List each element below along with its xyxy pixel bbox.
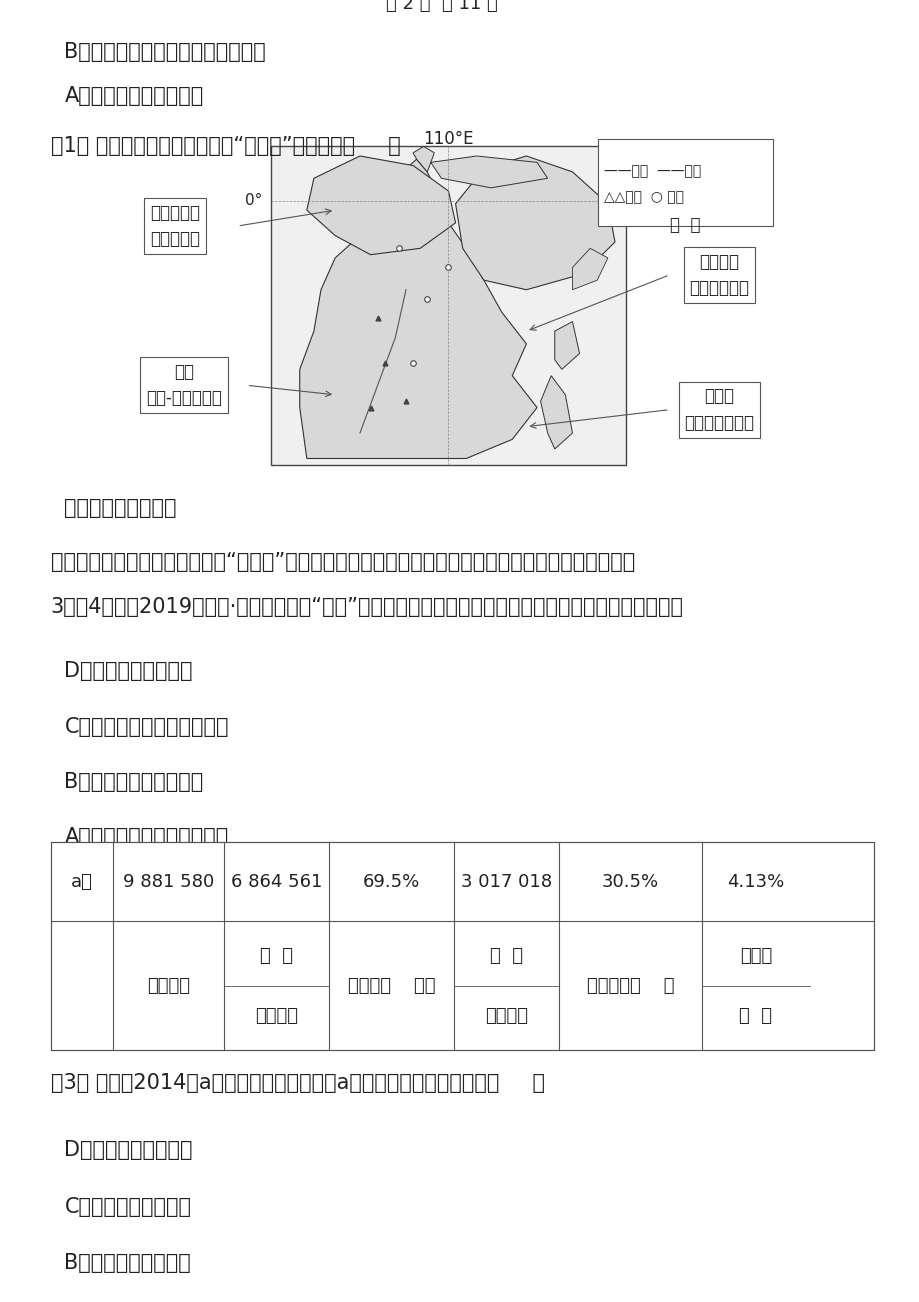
Text: a国: a国 xyxy=(71,872,93,891)
Text: 数  量: 数 量 xyxy=(260,947,292,965)
Text: 人  口: 人 口 xyxy=(739,1006,771,1025)
Text: 6 864 561: 6 864 561 xyxy=(231,872,322,891)
Text: B．增长模式为高高低型: B．增长模式为高高低型 xyxy=(64,772,203,792)
Text: 增长率: 增长率 xyxy=(739,947,771,965)
Polygon shape xyxy=(455,156,614,290)
Text: 业投资东南亚国家，掘起新一轮“下南洋”的热潮。下图为中国企业在东南亚部分国家投资项目的示意图。: 业投资东南亚国家，掘起新一轮“下南洋”的热潮。下图为中国企业在东南亚部分国家投资… xyxy=(51,552,634,572)
Text: △△山脉  ○ 城市: △△山脉 ○ 城市 xyxy=(603,190,683,204)
Text: A．城市密集，经济发达: A．城市密集，经济发达 xyxy=(64,86,203,105)
Bar xyxy=(271,146,625,465)
Bar xyxy=(597,139,772,227)
Text: A．出生人口性别比严重失调: A．出生人口性别比严重失调 xyxy=(64,827,229,846)
Polygon shape xyxy=(554,322,579,370)
Text: 第 2 页  共 11 页: 第 2 页 共 11 页 xyxy=(386,0,497,13)
Polygon shape xyxy=(413,146,434,172)
Text: （1） 东南亚国家吸引中国企业“下南洋”的原因有（     ）: （1） 东南亚国家吸引中国企业“下南洋”的原因有（ ） xyxy=(51,137,400,156)
Text: 女性人口: 女性人口 xyxy=(484,1006,528,1025)
Polygon shape xyxy=(300,159,537,458)
Text: 印度尼西亚
椰子加工业: 印度尼西亚 椰子加工业 xyxy=(150,204,199,249)
Text: C．吸引了大量男性人口迁入: C．吸引了大量男性人口迁入 xyxy=(64,716,229,737)
Text: D．人口分布比较均匀: D．人口分布比较均匀 xyxy=(64,661,193,681)
Text: 69.5%: 69.5% xyxy=(362,872,420,891)
Text: 图  例: 图 例 xyxy=(669,216,700,234)
Text: 男性人口    比重: 男性人口 比重 xyxy=(347,976,435,995)
Text: 9 881 580: 9 881 580 xyxy=(122,872,214,891)
Text: B．地形平坦，适宜橡胶、椰子生长: B．地形平坦，适宜橡胶、椰子生长 xyxy=(64,43,266,62)
Text: B．养殖技术迅速发展: B．养殖技术迅速发展 xyxy=(64,1254,191,1273)
Polygon shape xyxy=(430,156,547,187)
Text: C．海水温度迅速上升: C．海水温度迅速上升 xyxy=(64,1197,191,1216)
Text: 3．（4分）（2019高二上·石河子期末）“南洋”是明清时期我国对东南亚地区的称呼。近年来，很多中国企: 3．（4分）（2019高二上·石河子期末）“南洋”是明清时期我国对东南亚地区的称… xyxy=(51,598,683,617)
Text: （3） 下表是2014年a国人口统计资料，关于a国人口的叙述，正确的是（     ）: （3） 下表是2014年a国人口统计资料，关于a国人口的叙述，正确的是（ ） xyxy=(51,1073,544,1094)
Text: D．石油开采业的发展: D．石油开采业的发展 xyxy=(64,1141,193,1160)
Text: 读图回答下列各题。: 读图回答下列各题。 xyxy=(64,499,176,518)
Text: ——河流  ——国界: ——河流 ——国界 xyxy=(603,164,700,178)
Text: 110°E: 110°E xyxy=(423,130,473,147)
Text: 30.5%: 30.5% xyxy=(601,872,659,891)
Text: 女性人口比    重: 女性人口比 重 xyxy=(586,976,674,995)
Text: 人口总数: 人口总数 xyxy=(147,976,189,995)
Text: 马来西亚
跨海大桥工程: 马来西亚 跨海大桥工程 xyxy=(688,253,749,297)
Text: 4.13%: 4.13% xyxy=(726,872,784,891)
Text: 柬埔寨
服装、轻纺工业: 柬埔寨 服装、轻纺工业 xyxy=(684,388,754,432)
Text: 泰国
橡胶-轮胎产业园: 泰国 橡胶-轮胎产业园 xyxy=(146,363,221,408)
Text: 男性人口: 男性人口 xyxy=(255,1006,298,1025)
Text: 数  量: 数 量 xyxy=(490,947,522,965)
Polygon shape xyxy=(572,249,607,290)
Polygon shape xyxy=(307,156,455,255)
Text: 3 017 018: 3 017 018 xyxy=(460,872,551,891)
Polygon shape xyxy=(540,376,572,449)
Text: 0°: 0° xyxy=(244,193,262,208)
Bar xyxy=(51,842,873,1051)
